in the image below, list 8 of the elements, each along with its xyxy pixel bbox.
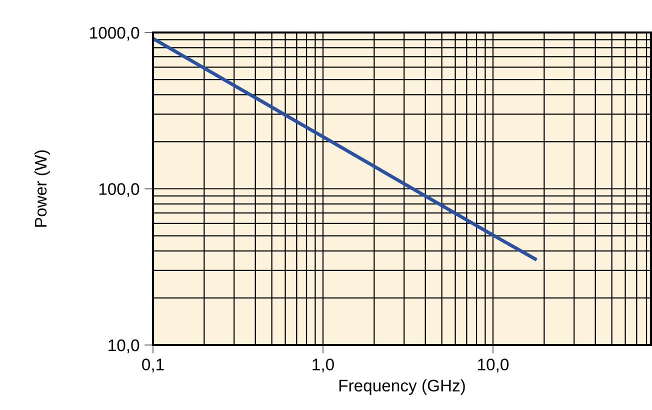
- x-tick-label: 0,1: [142, 358, 164, 372]
- y-tick-label: 100,0: [99, 183, 140, 197]
- x-tick-label: 10,0: [478, 358, 509, 372]
- y-axis-title: Power (W): [34, 150, 50, 227]
- y-tick-label: 1000,0: [90, 26, 140, 41]
- x-tick-label: 1,0: [312, 358, 334, 372]
- y-tick-label: 10,0: [108, 339, 140, 354]
- x-axis-title: Frequency (GHz): [339, 379, 465, 395]
